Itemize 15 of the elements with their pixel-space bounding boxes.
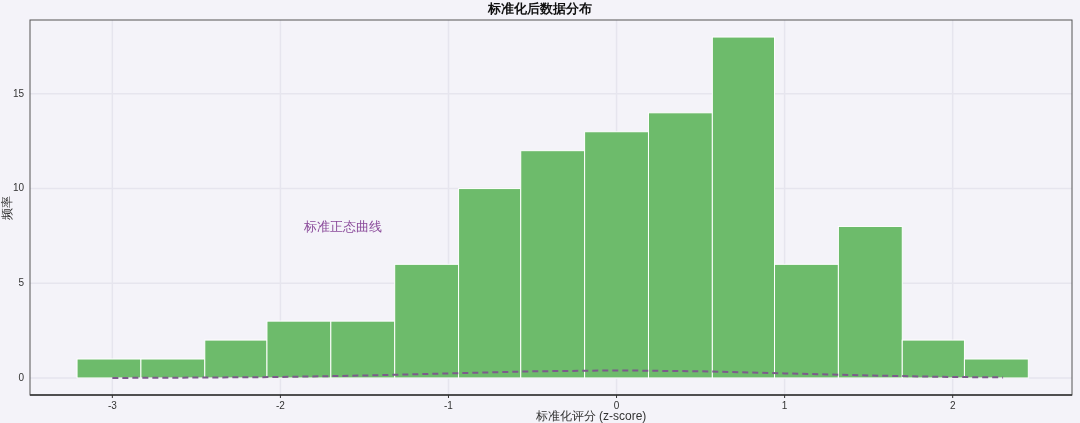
annotation: 标准正态曲线	[302, 219, 382, 235]
chart-title: 标准化后数据分布	[487, 1, 592, 16]
x-tick-label: 1	[781, 400, 788, 411]
y-tick-label: 0	[18, 371, 25, 383]
line-series	[111, 369, 1005, 379]
y-axis-title: 频率	[0, 195, 14, 220]
y-tick-label: 5	[18, 276, 25, 288]
y-tick-label: 10	[12, 182, 25, 194]
x-tick-label: 2	[949, 400, 956, 411]
x-axis-title: 标准化评分 (z-score)	[534, 409, 647, 423]
x-tick-label: -1	[444, 400, 454, 411]
x-tick-label: -3	[107, 400, 118, 411]
y-tick-label: 15	[12, 87, 25, 99]
x-tick-label: -2	[275, 400, 286, 411]
x-tick-label: 0	[613, 400, 620, 411]
